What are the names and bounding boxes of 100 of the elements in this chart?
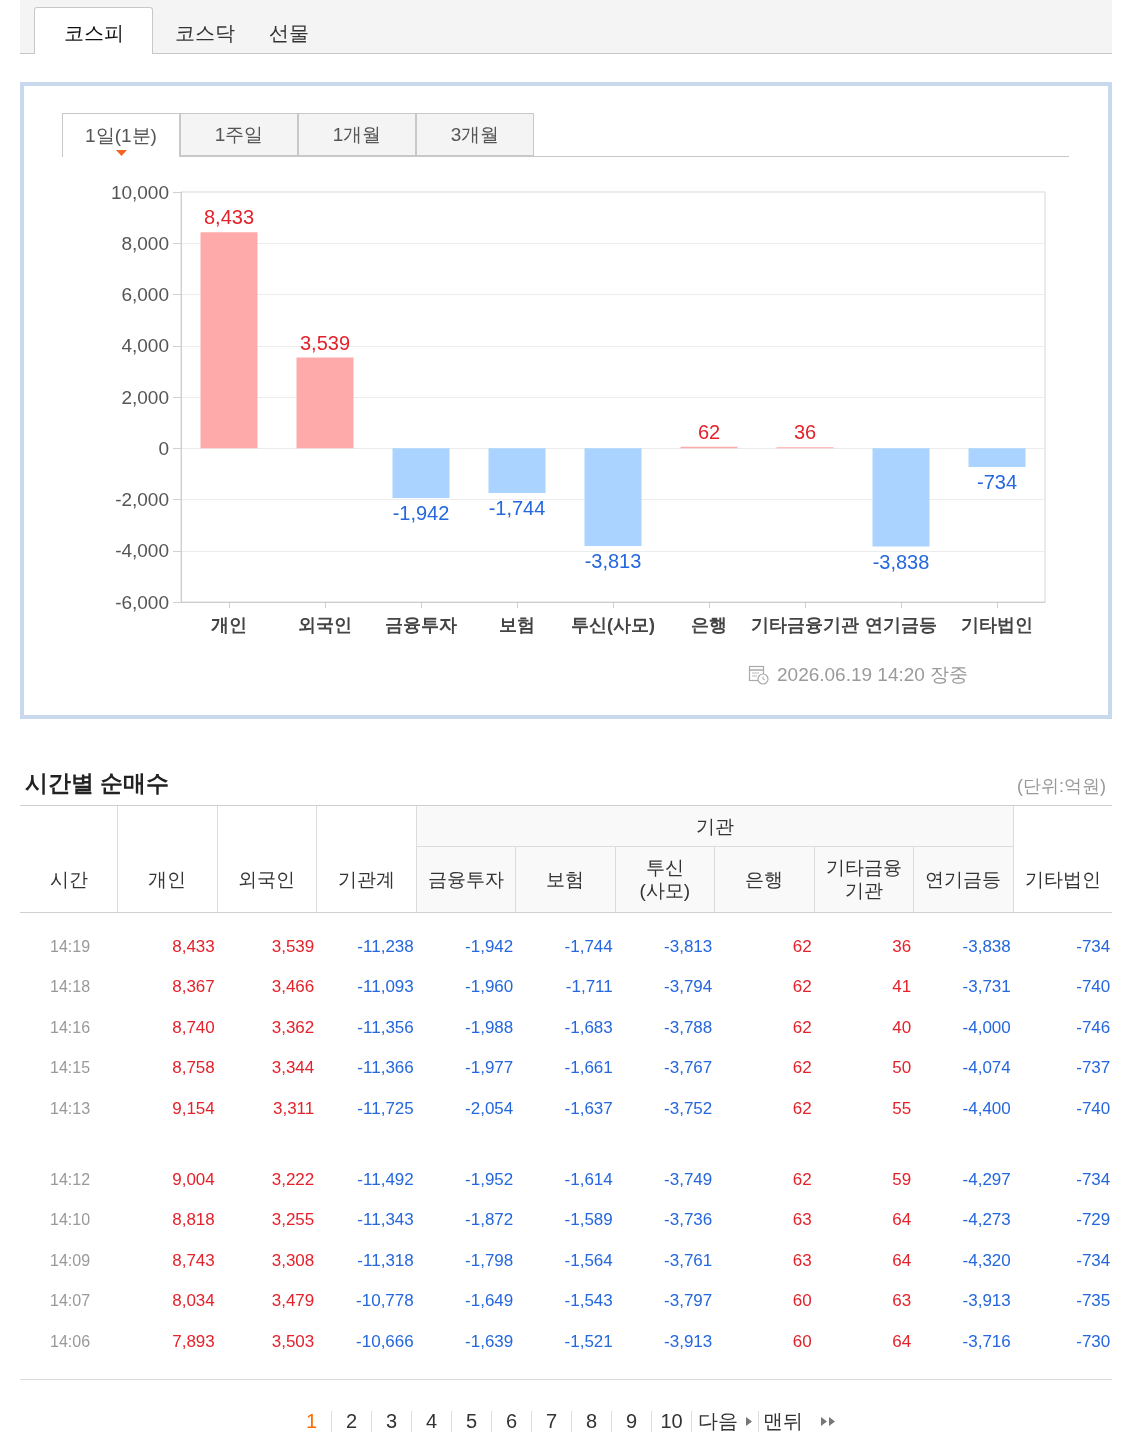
data-label: -11,725 <box>357 1098 414 1118</box>
data-label: 63 <box>792 1210 812 1230</box>
data-label: -3,749 <box>664 1169 713 1189</box>
data-label: -1,543 <box>564 1291 613 1311</box>
data-label: -1,942 <box>392 502 450 525</box>
bar <box>872 448 930 547</box>
data-label: -734 <box>1076 1169 1111 1189</box>
y-tick-label: 8,000 <box>121 232 169 254</box>
data-label: -3,838 <box>872 550 930 573</box>
data-label: 3,344 <box>271 1058 315 1078</box>
data-label: 36 <box>892 936 912 956</box>
data-label: 64 <box>892 1331 912 1351</box>
data-label: 8,740 <box>172 1017 215 1037</box>
y-tick-label: -4,000 <box>115 540 169 562</box>
text: 5 <box>465 1410 478 1432</box>
x-tick-label: 기관계 <box>337 867 395 891</box>
bar <box>968 448 1026 468</box>
data-label: 3,255 <box>271 1210 315 1230</box>
data-label: -1,942 <box>465 936 514 956</box>
data-label: 3,308 <box>271 1250 315 1270</box>
data-label: -1,589 <box>564 1210 613 1230</box>
text: 7 <box>545 1410 558 1432</box>
data-label: 62 <box>792 1098 812 1118</box>
data-label: 3,539 <box>271 936 315 956</box>
y-tick-label: 0 <box>158 437 169 459</box>
data-label: 59 <box>892 1169 912 1189</box>
x-tick-label: 금융투자 <box>427 867 504 891</box>
data-label: -4,297 <box>962 1169 1011 1189</box>
data-label: -1,960 <box>465 977 514 997</box>
y-tick-label: 4,000 <box>121 335 169 357</box>
text: 6 <box>505 1410 518 1432</box>
data-label: 8,818 <box>172 1210 215 1230</box>
data-label: 41 <box>892 977 912 997</box>
data-label: 3,479 <box>271 1291 315 1311</box>
text: 2 <box>345 1410 358 1432</box>
data-label: 3,222 <box>271 1169 315 1189</box>
y-tick-label: 6,000 <box>121 284 169 305</box>
data-label: 8,743 <box>172 1250 215 1270</box>
data-label: -1,637 <box>564 1098 613 1118</box>
data-label: 36 <box>793 421 817 444</box>
x-tick-label: 보험 <box>546 867 585 891</box>
data-label: 63 <box>892 1291 912 1311</box>
data-label: -1,872 <box>465 1210 514 1230</box>
y-tick-label: 10,000 <box>110 181 169 203</box>
x-tick-label: 투신(사모) <box>571 615 655 635</box>
y-tick-label: -6,000 <box>115 591 169 613</box>
data-label: -11,356 <box>357 1017 414 1037</box>
y-tick-label: 14:15 <box>49 1059 91 1077</box>
chart-title: 시간별 순매수 <box>25 770 170 796</box>
data-label: 60 <box>792 1331 812 1351</box>
data-label: 50 <box>892 1058 912 1078</box>
data-label: -1,744 <box>564 936 613 956</box>
data-label: -1,988 <box>465 1017 514 1037</box>
data-label: 8,758 <box>172 1058 215 1078</box>
data-label: -1,798 <box>465 1250 514 1270</box>
data-label: -740 <box>1076 1098 1111 1118</box>
x-tick-label: 외국인 <box>238 867 296 891</box>
text: 코스닥 <box>175 22 235 44</box>
data-label: -4,273 <box>962 1210 1011 1230</box>
data-label: 3,311 <box>272 1098 315 1118</box>
y-tick-label: 14:09 <box>49 1251 91 1269</box>
data-label: -1,952 <box>465 1169 514 1189</box>
x-tick-label: 연기금등 <box>925 867 1002 891</box>
data-label: -3,761 <box>664 1250 713 1270</box>
data-label: -734 <box>1076 936 1111 956</box>
data-label: 3,539 <box>299 331 351 354</box>
y-tick-label: 14:19 <box>49 937 91 955</box>
x-tick-label: 연기금등 <box>865 615 937 635</box>
tab: 1개월 <box>298 113 416 156</box>
data-label: -3,716 <box>962 1331 1011 1351</box>
data-label: 60 <box>792 1291 812 1311</box>
text: 2026.06.19 14:20 장중 <box>777 664 969 685</box>
text: 기관 <box>695 814 734 838</box>
text: 9 <box>625 1410 638 1432</box>
data-label: -3,838 <box>962 936 1011 956</box>
x-tick-label: 개인 <box>211 615 247 635</box>
x-tick-label: 기타금융기관 <box>751 615 859 635</box>
x-tick-label: 투신(사모) <box>638 856 692 902</box>
x-tick-label: 외국인 <box>298 615 352 635</box>
data-label: -3,913 <box>664 1331 713 1351</box>
text: 4 <box>425 1410 438 1432</box>
data-label: -1,564 <box>564 1250 613 1270</box>
bar <box>392 448 450 499</box>
data-label: -11,318 <box>357 1250 414 1270</box>
text: 3 <box>385 1410 398 1432</box>
y-tick-label: 14:06 <box>49 1332 91 1350</box>
data-label: -1,614 <box>564 1169 613 1189</box>
data-label: -4,320 <box>962 1250 1011 1270</box>
data-label: -3,731 <box>962 977 1011 997</box>
data-label: -3,813 <box>584 549 642 572</box>
data-label: -3,797 <box>664 1291 713 1311</box>
data-label: -734 <box>976 471 1018 494</box>
y-tick-label: 14:16 <box>49 1018 91 1036</box>
tab: 1주일 <box>180 113 298 156</box>
x-tick-label: 기타금융기관 <box>824 856 903 902</box>
data-label: -1,661 <box>564 1058 613 1078</box>
y-tick-label: 14:10 <box>49 1211 91 1229</box>
data-label: 8,433 <box>203 206 255 229</box>
data-label: 64 <box>892 1210 912 1230</box>
data-label: 9,004 <box>172 1169 215 1189</box>
